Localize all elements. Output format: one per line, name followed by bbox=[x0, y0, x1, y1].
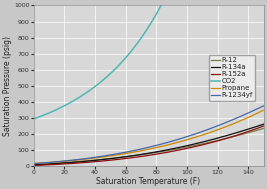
Line: R-12: R-12 bbox=[34, 129, 264, 164]
Y-axis label: Saturation Pressure (psig): Saturation Pressure (psig) bbox=[3, 36, 13, 136]
R-134a bbox=[156, 150, 160, 153]
Propane bbox=[221, 127, 224, 129]
R-152a bbox=[32, 164, 35, 167]
R-134a bbox=[141, 153, 144, 155]
R-1234yf bbox=[143, 147, 146, 149]
R-134a bbox=[169, 148, 172, 150]
Propane bbox=[141, 149, 144, 152]
R-1234yf bbox=[221, 123, 224, 125]
R-12 bbox=[32, 163, 35, 166]
R-134a bbox=[221, 136, 224, 138]
Line: R-152a: R-152a bbox=[34, 126, 264, 166]
CO2 bbox=[148, 24, 151, 26]
R-152a bbox=[262, 125, 265, 127]
CO2 bbox=[114, 68, 117, 70]
Propane bbox=[256, 112, 260, 114]
R-12 bbox=[169, 149, 172, 151]
R-152a bbox=[256, 127, 260, 129]
Propane bbox=[262, 109, 265, 111]
R-1234yf bbox=[141, 147, 144, 150]
R-134a bbox=[256, 125, 260, 127]
R-1234yf bbox=[262, 105, 265, 107]
Propane bbox=[143, 149, 146, 151]
R-12 bbox=[143, 153, 146, 155]
R-134a bbox=[262, 123, 265, 125]
R-152a bbox=[143, 155, 146, 157]
R-152a bbox=[221, 139, 224, 141]
R-134a bbox=[143, 153, 146, 155]
R-12 bbox=[256, 129, 260, 131]
R-134a bbox=[32, 164, 35, 166]
R-12 bbox=[221, 138, 224, 141]
Propane bbox=[32, 163, 35, 165]
R-12 bbox=[156, 151, 160, 153]
R-12 bbox=[262, 127, 265, 130]
R-1234yf bbox=[169, 140, 172, 143]
R-1234yf bbox=[32, 163, 35, 165]
R-12 bbox=[141, 153, 144, 156]
Propane bbox=[169, 143, 172, 145]
CO2 bbox=[32, 118, 36, 120]
Line: R-134a: R-134a bbox=[34, 124, 264, 165]
R-152a bbox=[141, 155, 144, 157]
CO2 bbox=[116, 65, 120, 67]
Legend: R-12, R-134a, R-152a, CO2, Propane, R-1234yf: R-12, R-134a, R-152a, CO2, Propane, R-12… bbox=[209, 55, 256, 101]
Line: R-1234yf: R-1234yf bbox=[34, 106, 264, 164]
R-1234yf bbox=[156, 144, 160, 146]
X-axis label: Saturation Temperature (F): Saturation Temperature (F) bbox=[96, 177, 201, 186]
CO2 bbox=[114, 67, 117, 70]
CO2 bbox=[157, 9, 160, 11]
CO2 bbox=[32, 118, 35, 120]
R-152a bbox=[169, 151, 172, 153]
R-152a bbox=[156, 153, 160, 155]
Propane bbox=[156, 146, 160, 148]
Line: CO2: CO2 bbox=[34, 0, 171, 119]
R-1234yf bbox=[256, 107, 260, 110]
Line: Propane: Propane bbox=[34, 110, 264, 164]
